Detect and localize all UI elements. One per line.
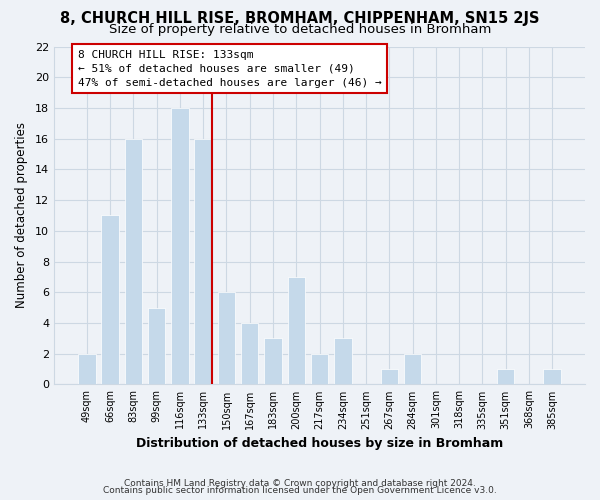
Bar bbox=[287, 277, 305, 384]
Text: 8, CHURCH HILL RISE, BROMHAM, CHIPPENHAM, SN15 2JS: 8, CHURCH HILL RISE, BROMHAM, CHIPPENHAM… bbox=[60, 11, 540, 26]
Bar bbox=[404, 354, 421, 384]
Bar bbox=[125, 138, 142, 384]
Bar bbox=[218, 292, 235, 384]
Bar bbox=[148, 308, 166, 384]
Bar bbox=[544, 369, 561, 384]
Bar bbox=[194, 138, 212, 384]
Text: Contains HM Land Registry data © Crown copyright and database right 2024.: Contains HM Land Registry data © Crown c… bbox=[124, 478, 476, 488]
Text: Contains public sector information licensed under the Open Government Licence v3: Contains public sector information licen… bbox=[103, 486, 497, 495]
Bar bbox=[497, 369, 514, 384]
Bar bbox=[78, 354, 95, 384]
Bar bbox=[101, 216, 119, 384]
Bar bbox=[311, 354, 328, 384]
Text: 8 CHURCH HILL RISE: 133sqm
← 51% of detached houses are smaller (49)
47% of semi: 8 CHURCH HILL RISE: 133sqm ← 51% of deta… bbox=[77, 50, 382, 88]
Bar bbox=[380, 369, 398, 384]
Y-axis label: Number of detached properties: Number of detached properties bbox=[15, 122, 28, 308]
Bar bbox=[241, 323, 259, 384]
Bar bbox=[171, 108, 188, 384]
X-axis label: Distribution of detached houses by size in Bromham: Distribution of detached houses by size … bbox=[136, 437, 503, 450]
Bar bbox=[334, 338, 352, 384]
Text: Size of property relative to detached houses in Bromham: Size of property relative to detached ho… bbox=[109, 22, 491, 36]
Bar bbox=[264, 338, 282, 384]
